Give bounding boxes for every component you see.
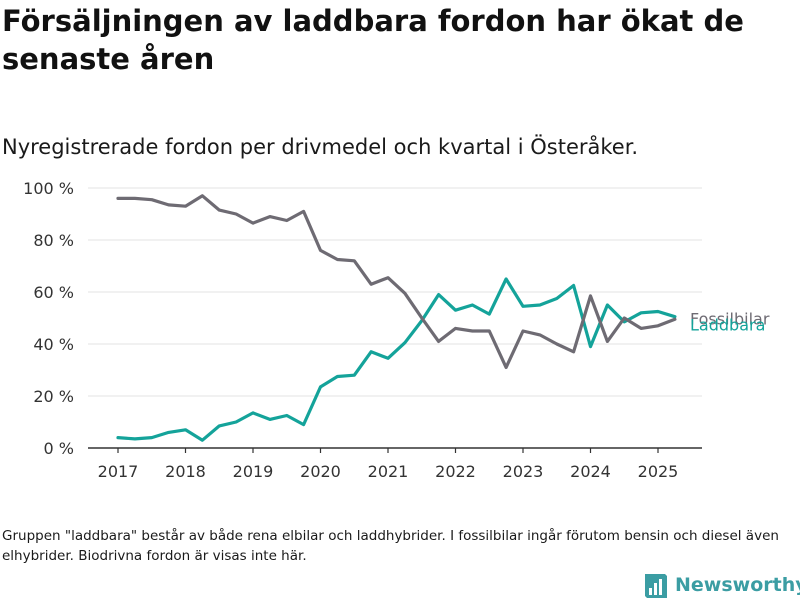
x-tick-label: 2018 [165,462,206,481]
x-tick-label: 2022 [435,462,476,481]
series-lines [116,194,677,442]
chart-title: Försäljningen av laddbara fordon har öka… [2,4,744,76]
chart-subtitle: Nyregistrerade fordon per drivmedel och … [2,135,639,159]
y-tick-label: 0 % [44,439,74,458]
y-tick-label: 80 % [33,231,74,250]
newsworthy-chart-icon [645,574,667,598]
x-tick-label: 2021 [368,462,409,481]
x-tick-label: 2023 [503,462,544,481]
x-tick-label: 2025 [638,462,679,481]
series-label-laddbara: Laddbara [690,316,765,335]
series-line-fossilbilar [116,194,677,369]
series-line-laddbara [116,277,677,442]
y-tick-label: 60 % [33,283,74,302]
y-tick-label: 20 % [33,387,74,406]
brand-logo[interactable]: Newsworthy [644,570,800,600]
gridlines [88,187,702,397]
y-tick-label: 40 % [33,335,74,354]
footnote: Gruppen "laddbara" består av både rena e… [2,528,779,564]
y-axis: 0 % 20 % 40 % 60 % 80 % 100 % [23,179,74,458]
x-tick-label: 2024 [570,462,611,481]
x-tick-label: 2020 [300,462,341,481]
x-tick-label: 2017 [98,462,139,481]
y-tick-label: 100 % [23,179,74,198]
x-tick-label: 2019 [233,462,274,481]
series-label-fossilbilar: Fossilbilar [690,309,770,328]
x-axis: 2017 2018 2019 2020 2021 2022 2023 2024 2025 [88,447,702,481]
brand-name: Newsworthy [675,574,800,596]
